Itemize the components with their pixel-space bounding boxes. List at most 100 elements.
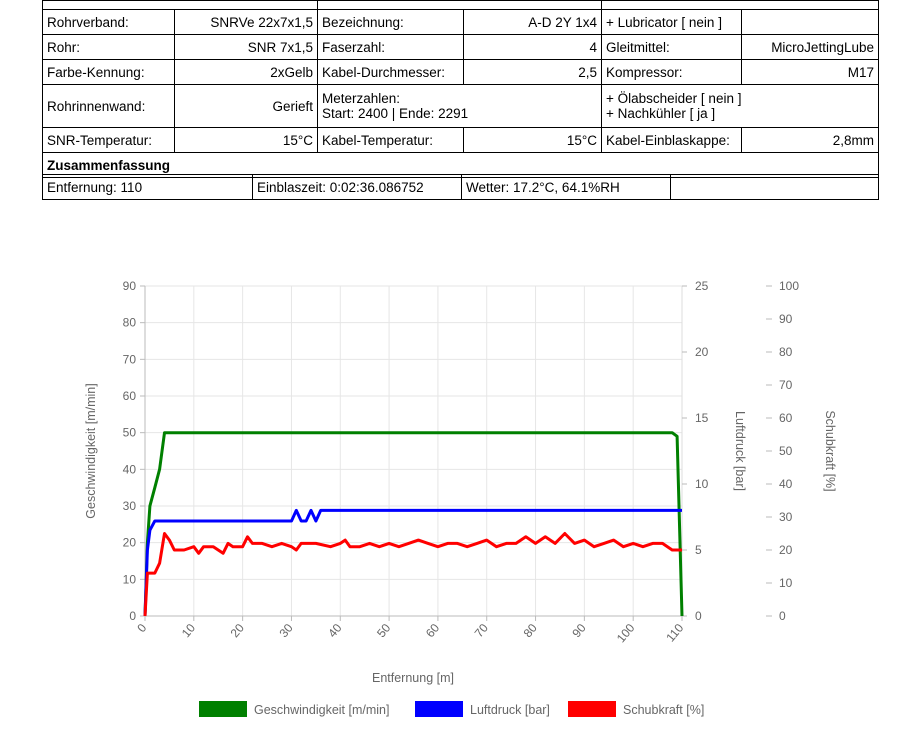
table-row: SNR-Temperatur: 15°C Kabel-Temperatur: 1… <box>42 127 879 153</box>
summary-table: Entfernung: 110 Einblaszeit: 0:02:36.086… <box>42 174 879 200</box>
table-label: Rohrinnenwand: <box>42 84 175 128</box>
x-tick-label: 90 <box>569 621 589 640</box>
y-axis-label-right2: Schubkraft [%] <box>823 410 837 491</box>
series-line-2 <box>143 508 682 617</box>
table-value: 4 <box>463 34 602 60</box>
x-tick-label: 10 <box>179 621 199 640</box>
y-tick-label-right1: 10 <box>695 477 709 491</box>
line-chart: 0 10 20 30 40 50 60 70 80 90 0 5 10 15 20 25 0 10 20 30 40 50… <box>84 279 837 717</box>
table-label: Kompressor: <box>601 59 742 85</box>
x-tick-label: 30 <box>276 621 296 640</box>
table-value: Gerieft <box>174 84 318 128</box>
summary-time: Einblaszeit: 0:02:36.086752 <box>252 174 462 200</box>
table-value: 15°C <box>463 127 602 153</box>
summary-empty <box>670 174 879 200</box>
y-tick-label-right2: 90 <box>779 312 793 326</box>
table-value: 15°C <box>174 127 318 153</box>
table-label: Rohrverband: <box>42 9 175 35</box>
table-label: Farbe-Kennung: <box>42 59 175 85</box>
table-label: Gleitmittel: <box>601 34 742 60</box>
table-value: Start: 2400 | Ende: 2291 <box>322 106 469 121</box>
legend-swatch <box>568 701 616 717</box>
table-value: M17 <box>741 59 879 85</box>
y-tick-label-right1: 15 <box>695 411 709 425</box>
table-value: MicroJettingLube <box>741 34 879 60</box>
table-value <box>741 9 879 35</box>
summary-title: Zusammenfassung <box>42 152 879 178</box>
summary-distance: Entfernung: 110 <box>42 174 253 200</box>
x-tick-label: 110 <box>663 621 686 645</box>
table-label: Meterzahlen: <box>322 91 401 106</box>
table-row: Entfernung: 110 Einblaszeit: 0:02:36.086… <box>42 174 879 200</box>
table-cell-options: + Ölabscheider [ nein ] + Nachkühler [ j… <box>601 84 879 128</box>
x-tick-label: 60 <box>423 621 443 640</box>
y-tick-label-right1: 25 <box>695 279 709 293</box>
table-value: SNR 7x1,5 <box>174 34 318 60</box>
y-tick-label-right2: 70 <box>779 378 793 392</box>
series-line-1 <box>143 431 684 617</box>
y-tick-label-right1: 0 <box>695 609 702 623</box>
table-row: Rohrinnenwand: Gerieft Meterzahlen: Star… <box>42 84 879 128</box>
x-tick-label: 40 <box>325 621 345 640</box>
table-value: 2,8mm <box>741 127 879 153</box>
table-row: Zusammenfassung <box>42 152 879 178</box>
table-label: Kabel-Temperatur: <box>317 127 464 153</box>
y-tick-label-left: 80 <box>123 316 137 330</box>
x-axis-label: Entfernung [m] <box>372 671 454 685</box>
y-tick-label-left: 30 <box>123 499 137 513</box>
series-line-3 <box>143 532 682 617</box>
table-value: 2,5 <box>463 59 602 85</box>
y-tick-label-right2: 10 <box>779 576 793 590</box>
y-tick-label-right2: 50 <box>779 444 793 458</box>
y-axis-label-left: Geschwindigkeit [m/min] <box>84 383 98 518</box>
y-tick-label-right2: 60 <box>779 411 793 425</box>
table-label: Faserzahl: <box>317 34 464 60</box>
y-axis-label-right1: Luftdruck [bar] <box>733 411 747 491</box>
x-tick-label: 0 <box>134 621 149 635</box>
legend-swatch <box>415 701 463 717</box>
table-label: Bezeichnung: <box>317 9 464 35</box>
table-value: A-D 2Y 1x4 <box>463 9 602 35</box>
table-label: Rohr: <box>42 34 175 60</box>
summary-weather: Wetter: 17.2°C, 64.1%RH <box>461 174 671 200</box>
y-tick-label-left: 20 <box>123 536 137 550</box>
y-tick-label-left: 10 <box>123 572 137 586</box>
x-tick-label: 70 <box>472 621 492 640</box>
y-tick-label-right2: 20 <box>779 543 793 557</box>
table-value: + Ölabscheider [ nein ] <box>606 91 742 106</box>
table-cell <box>42 0 318 10</box>
legend-swatch <box>199 701 247 717</box>
y-tick-label-right2: 40 <box>779 477 793 491</box>
table-row: Rohrverband: SNRVe 22x7x1,5 Bezeichnung:… <box>42 9 879 35</box>
y-tick-label-right2: 80 <box>779 345 793 359</box>
y-tick-label-left: 0 <box>129 609 136 623</box>
table-cell <box>317 0 602 10</box>
y-tick-label-left: 90 <box>123 279 137 293</box>
y-tick-label-left: 50 <box>123 426 137 440</box>
y-tick-label-left: 70 <box>123 352 137 366</box>
legend-label: Geschwindigkeit [m/min] <box>254 703 389 717</box>
table-row: Rohr: SNR 7x1,5 Faserzahl: 4 Gleitmittel… <box>42 34 879 60</box>
table-label: + Lubricator [ nein ] <box>601 9 742 35</box>
y-tick-label-left: 40 <box>123 462 137 476</box>
table-value: 2xGelb <box>174 59 318 85</box>
x-tick-label: 20 <box>228 621 248 640</box>
x-tick-label: 80 <box>521 621 541 640</box>
y-tick-label-left: 60 <box>123 389 137 403</box>
table-cell <box>601 0 879 10</box>
table-value: SNRVe 22x7x1,5 <box>174 9 318 35</box>
table-value: + Nachkühler [ ja ] <box>606 106 716 121</box>
x-tick-label: 100 <box>614 621 638 646</box>
table-row <box>42 0 879 10</box>
x-tick-label: 50 <box>374 621 394 640</box>
table-label: Kabel-Einblaskappe: <box>601 127 742 153</box>
y-tick-label-right2: 100 <box>779 279 799 293</box>
table-cell-meterzahlen: Meterzahlen: Start: 2400 | Ende: 2291 <box>317 84 602 128</box>
table-row: Farbe-Kennung: 2xGelb Kabel-Durchmesser:… <box>42 59 879 85</box>
y-tick-label-right1: 20 <box>695 345 709 359</box>
y-tick-label-right2: 0 <box>779 609 786 623</box>
table-label: Kabel-Durchmesser: <box>317 59 464 85</box>
table-label: SNR-Temperatur: <box>42 127 175 153</box>
legend-label: Schubkraft [%] <box>623 703 704 717</box>
legend-label: Luftdruck [bar] <box>470 703 550 717</box>
